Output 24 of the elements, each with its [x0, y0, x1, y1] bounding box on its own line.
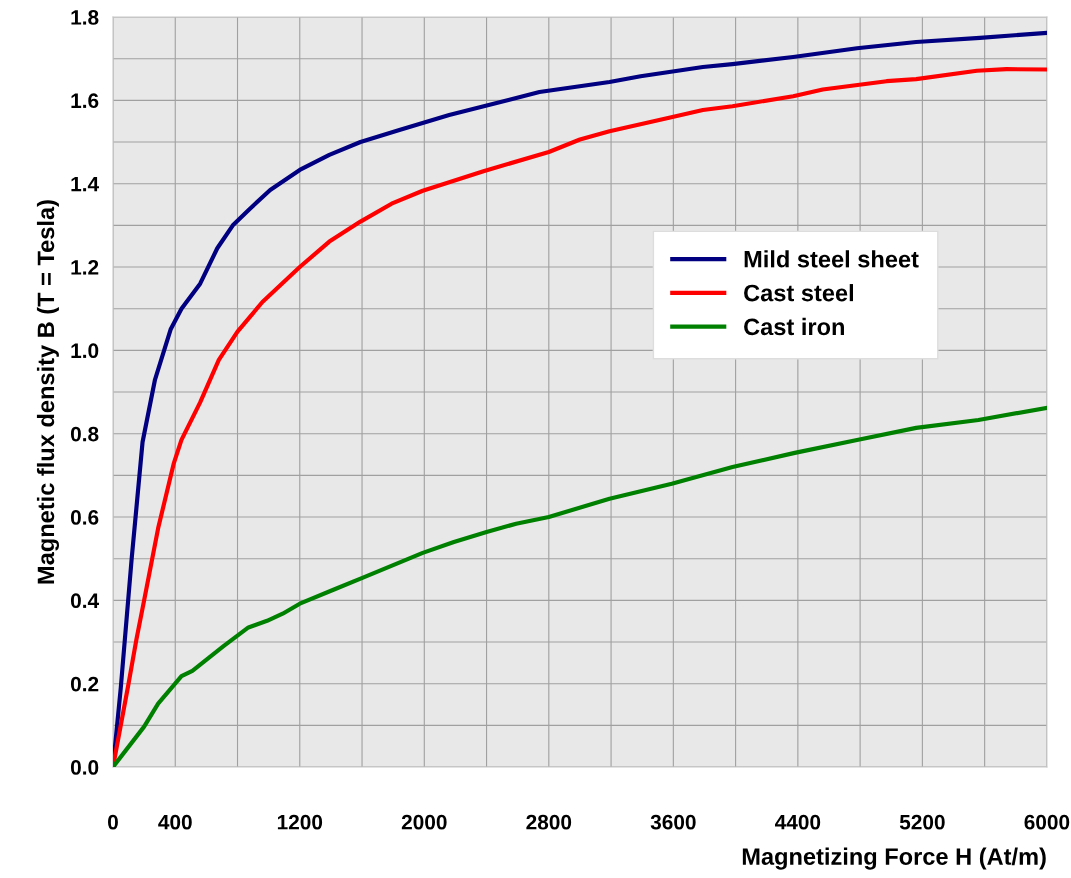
y-tick-label: 0.6	[70, 510, 99, 525]
x-tick-label: 2000	[401, 814, 447, 830]
y-tick-label: 1.6	[71, 93, 99, 109]
x-tick-label: 2800	[526, 814, 572, 830]
x-tick-label: 1200	[277, 814, 323, 830]
y-tick-label: 0.0	[70, 760, 99, 775]
y-tick-label: 1.0	[71, 343, 99, 359]
x-tick-label: 3600	[650, 814, 696, 830]
legend-label: Cast steel	[744, 284, 853, 302]
x-tick-label: 0	[108, 814, 118, 830]
y-tick-label: 1.8	[71, 10, 99, 25]
y-tick-label: 0.4	[70, 593, 99, 609]
y-tick-label: 1.2	[71, 260, 99, 275]
y-tick-label: 1.4	[71, 176, 99, 192]
x-tick-label: 4400	[775, 814, 821, 830]
x-tick-label: 5200	[899, 814, 945, 830]
x-axis-title: Magnetizing Force H (At/m)	[742, 847, 1046, 870]
legend-label: Mild steel sheet	[744, 250, 919, 268]
x-tick-label: 400	[158, 814, 192, 830]
x-tick-label: 6000	[1024, 814, 1070, 830]
y-axis-title: Magnetic flux density B (T = Tesla)	[36, 200, 60, 584]
legend-label: Cast iron	[744, 317, 844, 336]
y-tick-label: 0.2	[70, 676, 99, 692]
y-tick-label: 0.8	[70, 426, 99, 442]
